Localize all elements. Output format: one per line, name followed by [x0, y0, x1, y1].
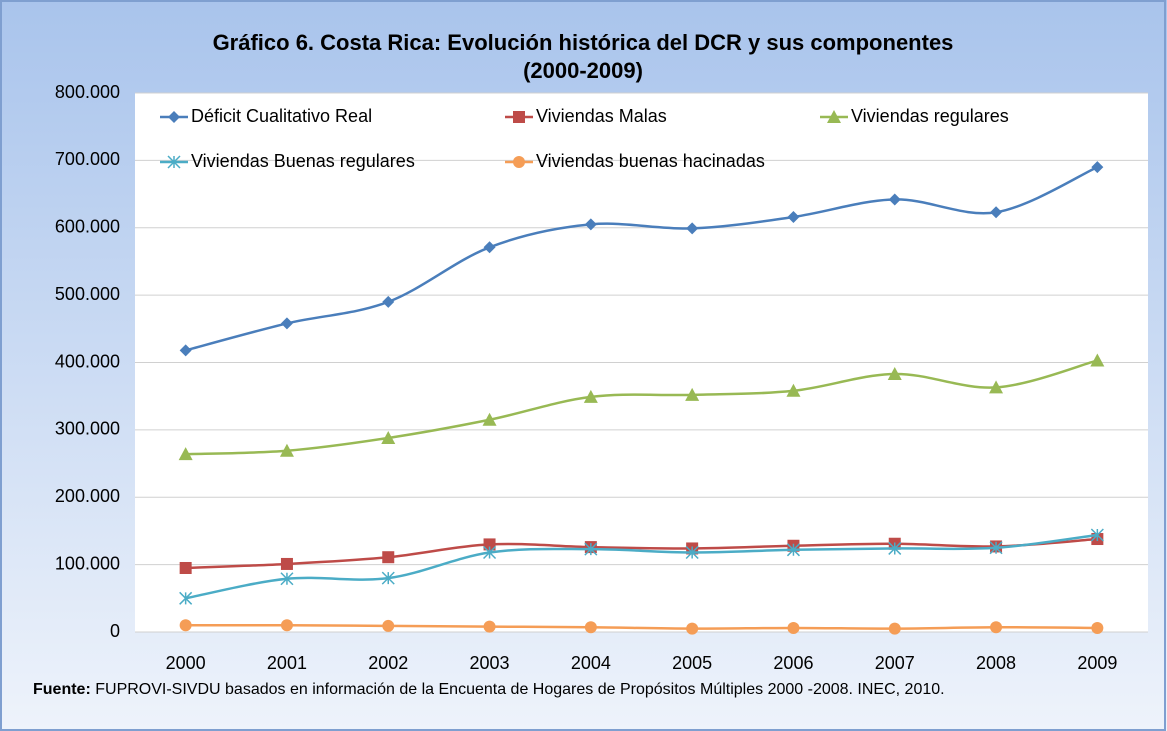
- marker: [787, 210, 800, 223]
- y-tick-label: 0: [110, 621, 120, 641]
- marker: [381, 571, 395, 585]
- x-tick-label: 2007: [875, 653, 915, 673]
- marker: [584, 218, 597, 231]
- x-tick-label: 2009: [1077, 653, 1117, 673]
- marker: [1091, 161, 1104, 174]
- marker: [382, 619, 395, 632]
- x-tick-label: 2000: [166, 653, 206, 673]
- x-tick-label: 2004: [571, 653, 611, 673]
- y-tick-label: 800.000: [55, 82, 120, 102]
- marker: [685, 545, 699, 560]
- footnote-label: Fuente:: [33, 681, 91, 698]
- marker: [686, 222, 699, 235]
- marker: [179, 591, 193, 605]
- y-tick-label: 400.000: [55, 351, 120, 371]
- chart-title: (2000-2009): [523, 58, 643, 83]
- y-tick-label: 700.000: [55, 149, 120, 169]
- legend-label: Viviendas Malas: [536, 106, 667, 126]
- y-tick-label: 300.000: [55, 419, 120, 439]
- series-line: [185, 533, 1098, 600]
- marker: [483, 538, 496, 551]
- marker: [583, 389, 598, 403]
- x-tick-label: 2001: [267, 653, 307, 673]
- legend-label: Viviendas regulares: [851, 106, 1009, 126]
- legend-label: Viviendas Buenas regulares: [191, 151, 415, 171]
- marker: [990, 621, 1003, 634]
- x-tick-label: 2006: [773, 653, 813, 673]
- marker: [179, 344, 192, 357]
- series-line: [185, 165, 1098, 352]
- legend-marker: [168, 111, 180, 123]
- x-tick-label: 2008: [976, 653, 1016, 673]
- y-tick-label: 200.000: [55, 486, 120, 506]
- x-tick-label: 2002: [368, 653, 408, 673]
- marker: [888, 622, 901, 635]
- series-line: [185, 623, 1098, 630]
- marker: [280, 317, 293, 330]
- marker: [179, 619, 192, 632]
- marker: [1090, 528, 1104, 542]
- marker: [279, 443, 294, 457]
- marker: [382, 295, 395, 308]
- marker: [787, 621, 800, 634]
- marker: [888, 541, 902, 555]
- marker: [483, 620, 496, 633]
- marker: [483, 545, 497, 560]
- marker: [990, 206, 1003, 219]
- y-tick-label: 100.000: [55, 553, 120, 573]
- series-line: [185, 359, 1098, 456]
- footnote-text: FUPROVI-SIVDU basados en información de …: [95, 681, 945, 698]
- y-tick-label: 600.000: [55, 217, 120, 237]
- marker: [786, 543, 800, 557]
- marker: [887, 366, 902, 380]
- marker: [584, 542, 598, 556]
- marker: [685, 387, 700, 401]
- marker: [786, 383, 801, 397]
- marker: [686, 622, 699, 635]
- x-tick-label: 2005: [672, 653, 712, 673]
- marker: [280, 572, 294, 586]
- marker: [584, 621, 597, 634]
- marker: [381, 430, 396, 444]
- marker: [888, 193, 901, 206]
- marker: [178, 447, 193, 461]
- marker: [989, 380, 1004, 394]
- legend-label: Déficit Cualitativo Real: [191, 106, 372, 126]
- y-tick-label: 500.000: [55, 284, 120, 304]
- marker: [1091, 621, 1104, 634]
- chart-title: Gráfico 6. Costa Rica: Evolución históri…: [213, 30, 954, 55]
- footnote: Fuente: FUPROVI-SIVDU basados en informa…: [33, 678, 1153, 702]
- marker: [179, 561, 192, 574]
- x-tick-label: 2003: [470, 653, 510, 673]
- legend-marker: [513, 111, 525, 123]
- legend-marker: [513, 156, 525, 168]
- marker: [483, 241, 496, 254]
- marker: [482, 412, 497, 426]
- legend-marker: [167, 155, 181, 169]
- series-line: [185, 537, 1098, 570]
- marker: [280, 619, 293, 632]
- marker: [280, 557, 293, 570]
- marker: [382, 551, 395, 564]
- marker: [989, 541, 1003, 555]
- legend-marker: [827, 110, 841, 123]
- legend-label: Viviendas buenas hacinadas: [536, 151, 765, 171]
- marker: [1090, 353, 1105, 367]
